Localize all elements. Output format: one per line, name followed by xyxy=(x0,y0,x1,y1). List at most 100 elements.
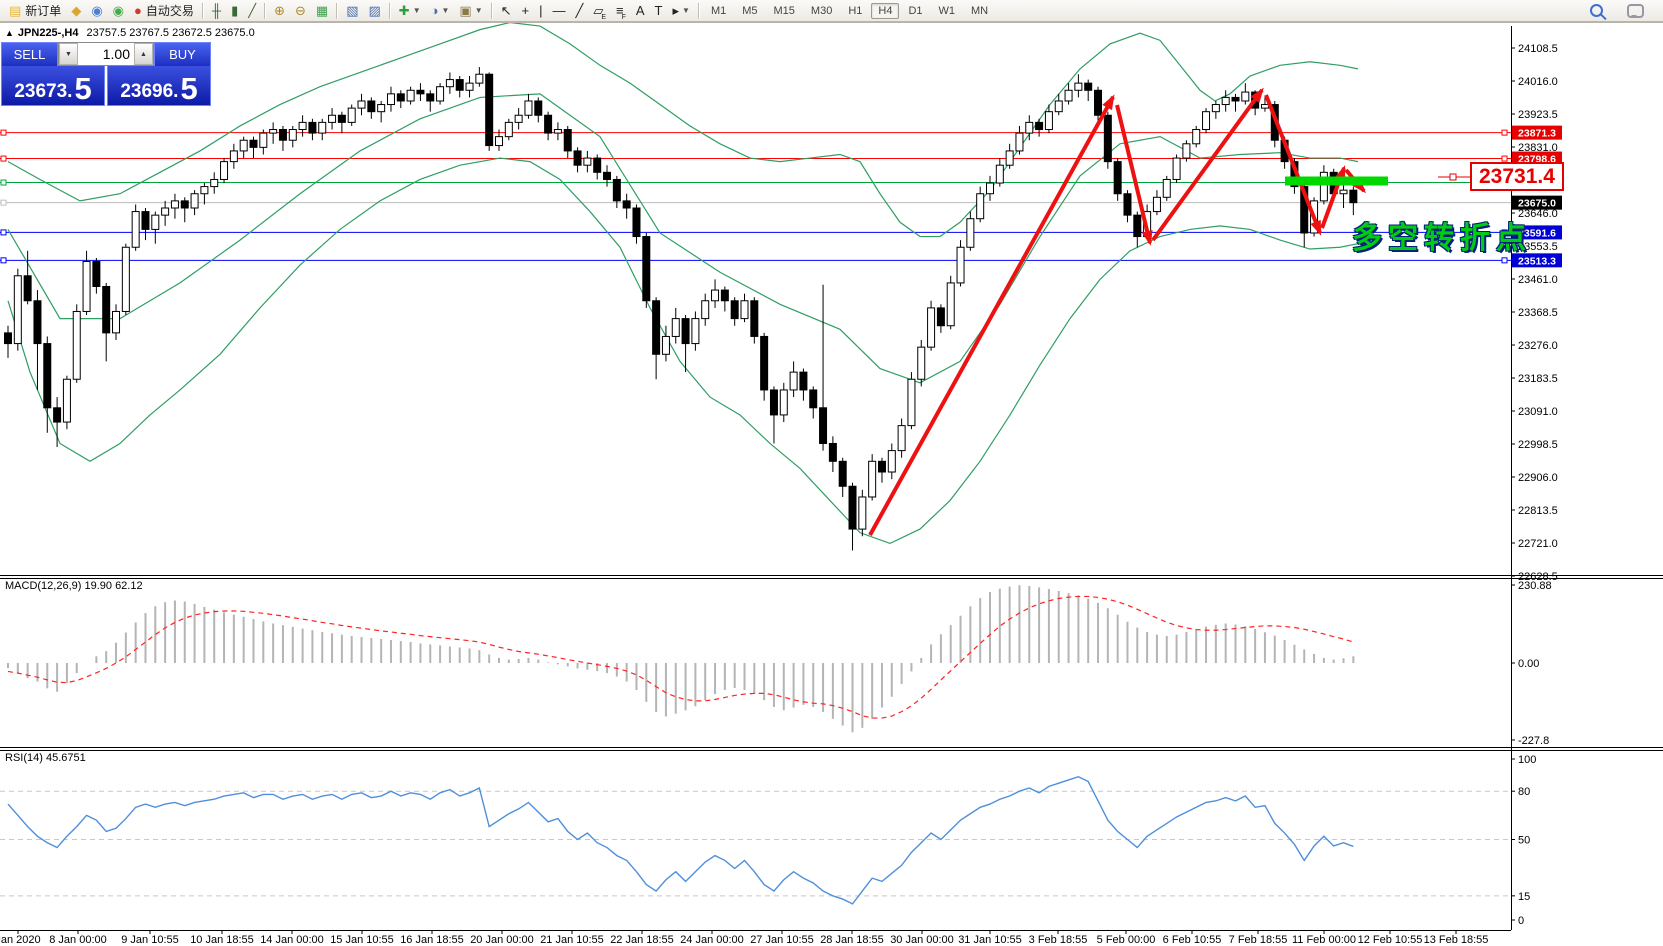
svg-text:9 Jan 10:55: 9 Jan 10:55 xyxy=(121,934,179,946)
zigzag-arrow[interactable] xyxy=(1115,104,1152,244)
candle xyxy=(298,121,307,131)
templates-button[interactable]: ▣ ▼ xyxy=(454,0,487,22)
chat-icon[interactable] xyxy=(1616,0,1655,22)
zigzag-arrow[interactable] xyxy=(1264,94,1322,234)
volume-down-button[interactable]: ▼ xyxy=(59,43,78,65)
collapse-panel-icon[interactable]: ▲ xyxy=(5,28,14,38)
buy-button[interactable]: BUY xyxy=(154,42,211,66)
bar-chart-button[interactable]: ╫ xyxy=(207,0,226,22)
rsi-label: RSI(14) 45.6751 xyxy=(5,752,86,764)
candle xyxy=(720,289,729,302)
price-callout[interactable]: 23731.4 xyxy=(1470,162,1564,191)
candle xyxy=(200,186,209,195)
dropdown-arrow-icon[interactable]: ▼ xyxy=(474,6,483,15)
arrows-button[interactable]: ▸ ▼ xyxy=(668,0,695,22)
text-label-button[interactable]: T xyxy=(650,0,668,22)
candle xyxy=(308,121,317,134)
level-handle[interactable] xyxy=(1501,129,1508,136)
candle xyxy=(190,193,199,209)
candle xyxy=(1192,129,1201,145)
chart-shift-button[interactable]: ▨ xyxy=(363,0,385,22)
search-icon[interactable] xyxy=(1577,0,1616,22)
level-handle[interactable] xyxy=(0,155,7,162)
candle xyxy=(1221,96,1230,106)
fibonacci-button[interactable]: ≡ F xyxy=(611,0,631,22)
new-order-button[interactable]: ▤ 新订单 xyxy=(4,0,66,22)
candle xyxy=(544,114,553,134)
svg-text:7 Feb 18:55: 7 Feb 18:55 xyxy=(1229,934,1288,946)
svg-text:22721.0: 22721.0 xyxy=(1518,538,1558,550)
level-handle[interactable] xyxy=(1501,155,1508,162)
trendline-button[interactable]: ╱ xyxy=(571,0,589,22)
level-handle[interactable] xyxy=(1501,229,1508,236)
svg-text:24016.0: 24016.0 xyxy=(1518,76,1558,88)
dropdown-arrow-icon[interactable]: ▼ xyxy=(412,6,421,15)
fibonacci-icon: ≡ xyxy=(616,2,624,18)
zoom-out-button[interactable]: ⊖ xyxy=(290,0,311,22)
annotation-text[interactable]: 多空转折点 xyxy=(1352,222,1532,255)
zigzag-arrow[interactable] xyxy=(868,96,1115,536)
autochartist-icon[interactable]: ◆ xyxy=(66,0,86,22)
candle xyxy=(661,335,670,355)
zoom-in-button[interactable]: ⊕ xyxy=(269,0,290,22)
candle xyxy=(514,114,523,123)
icon-subscript: F xyxy=(621,13,626,21)
level-handle[interactable] xyxy=(0,179,7,186)
sell-button[interactable]: SELL xyxy=(1,42,58,66)
toolbar-separator xyxy=(336,2,339,19)
candle xyxy=(141,211,150,230)
candle xyxy=(259,132,268,148)
auto-trading-button[interactable]: ● 自动交易 xyxy=(129,0,199,22)
candle xyxy=(53,407,62,423)
timeframe-button-m30[interactable]: M30 xyxy=(810,4,833,17)
volume-up-button[interactable]: ▲ xyxy=(134,43,153,65)
candle xyxy=(180,200,189,209)
indicators-button[interactable]: ✚ ▼ xyxy=(394,0,426,22)
timeframe-button-h4[interactable]: H4 xyxy=(871,2,900,19)
vertical-line-button[interactable]: | xyxy=(534,0,547,22)
svg-text:5 Feb 00:00: 5 Feb 00:00 xyxy=(1097,934,1156,946)
dropdown-arrow-icon[interactable]: ▼ xyxy=(682,6,690,15)
timeframe-button-m1[interactable]: M1 xyxy=(710,4,727,17)
buy-price-button[interactable]: 23696. 5 xyxy=(107,66,211,106)
text-button[interactable]: A xyxy=(631,0,650,22)
new-chart-button[interactable]: ▧ xyxy=(341,0,363,22)
candle xyxy=(62,378,71,423)
timeframe-button-m5[interactable]: M5 xyxy=(742,4,758,17)
level-handle[interactable] xyxy=(1501,257,1508,264)
dropdown-arrow-icon[interactable]: ▼ xyxy=(441,6,450,15)
periods-button[interactable]: ◑ ▼ xyxy=(426,0,455,22)
line-chart-button[interactable]: ╱ xyxy=(243,0,261,22)
indicators-icon: ✚ xyxy=(398,2,410,18)
level-handle[interactable] xyxy=(0,257,7,264)
volume-input[interactable] xyxy=(78,43,134,65)
tile-windows-button[interactable]: ▦ xyxy=(311,0,333,22)
equidistant-channel-button[interactable]: ▱ E xyxy=(588,0,611,22)
horizontal-line-button[interactable]: — xyxy=(548,0,571,22)
cursor-button[interactable]: ↖ xyxy=(496,0,517,22)
svg-text:Jan 2020: Jan 2020 xyxy=(0,934,41,946)
sell-price-button[interactable]: 23673. 5 xyxy=(1,66,105,106)
level-handle[interactable] xyxy=(0,129,7,136)
vertical-line-icon: | xyxy=(539,2,543,18)
timeframe-button-h1[interactable]: H1 xyxy=(848,4,863,17)
candle xyxy=(357,100,366,109)
candle xyxy=(170,200,179,209)
timeframe-button-mn[interactable]: MN xyxy=(971,4,989,17)
market-icon-icon: ◉ xyxy=(91,2,103,18)
crosshair-button[interactable]: + xyxy=(517,0,535,22)
zigzag-arrow[interactable] xyxy=(1151,88,1264,242)
market-icon[interactable]: ◉ xyxy=(86,0,107,22)
signals-icon[interactable]: ◉ xyxy=(108,0,129,22)
level-handle[interactable] xyxy=(0,229,7,236)
svg-text:12 Feb 10:55: 12 Feb 10:55 xyxy=(1358,934,1423,946)
timeframe-button-w1[interactable]: W1 xyxy=(938,4,956,17)
candlestick-chart-button[interactable]: ▮ xyxy=(226,0,243,22)
timeframe-button-m15[interactable]: M15 xyxy=(773,4,795,17)
candle xyxy=(239,139,248,152)
candle xyxy=(1015,132,1024,152)
candle xyxy=(828,442,837,462)
level-handle[interactable] xyxy=(0,199,7,206)
timeframe-button-d1[interactable]: D1 xyxy=(908,4,923,17)
